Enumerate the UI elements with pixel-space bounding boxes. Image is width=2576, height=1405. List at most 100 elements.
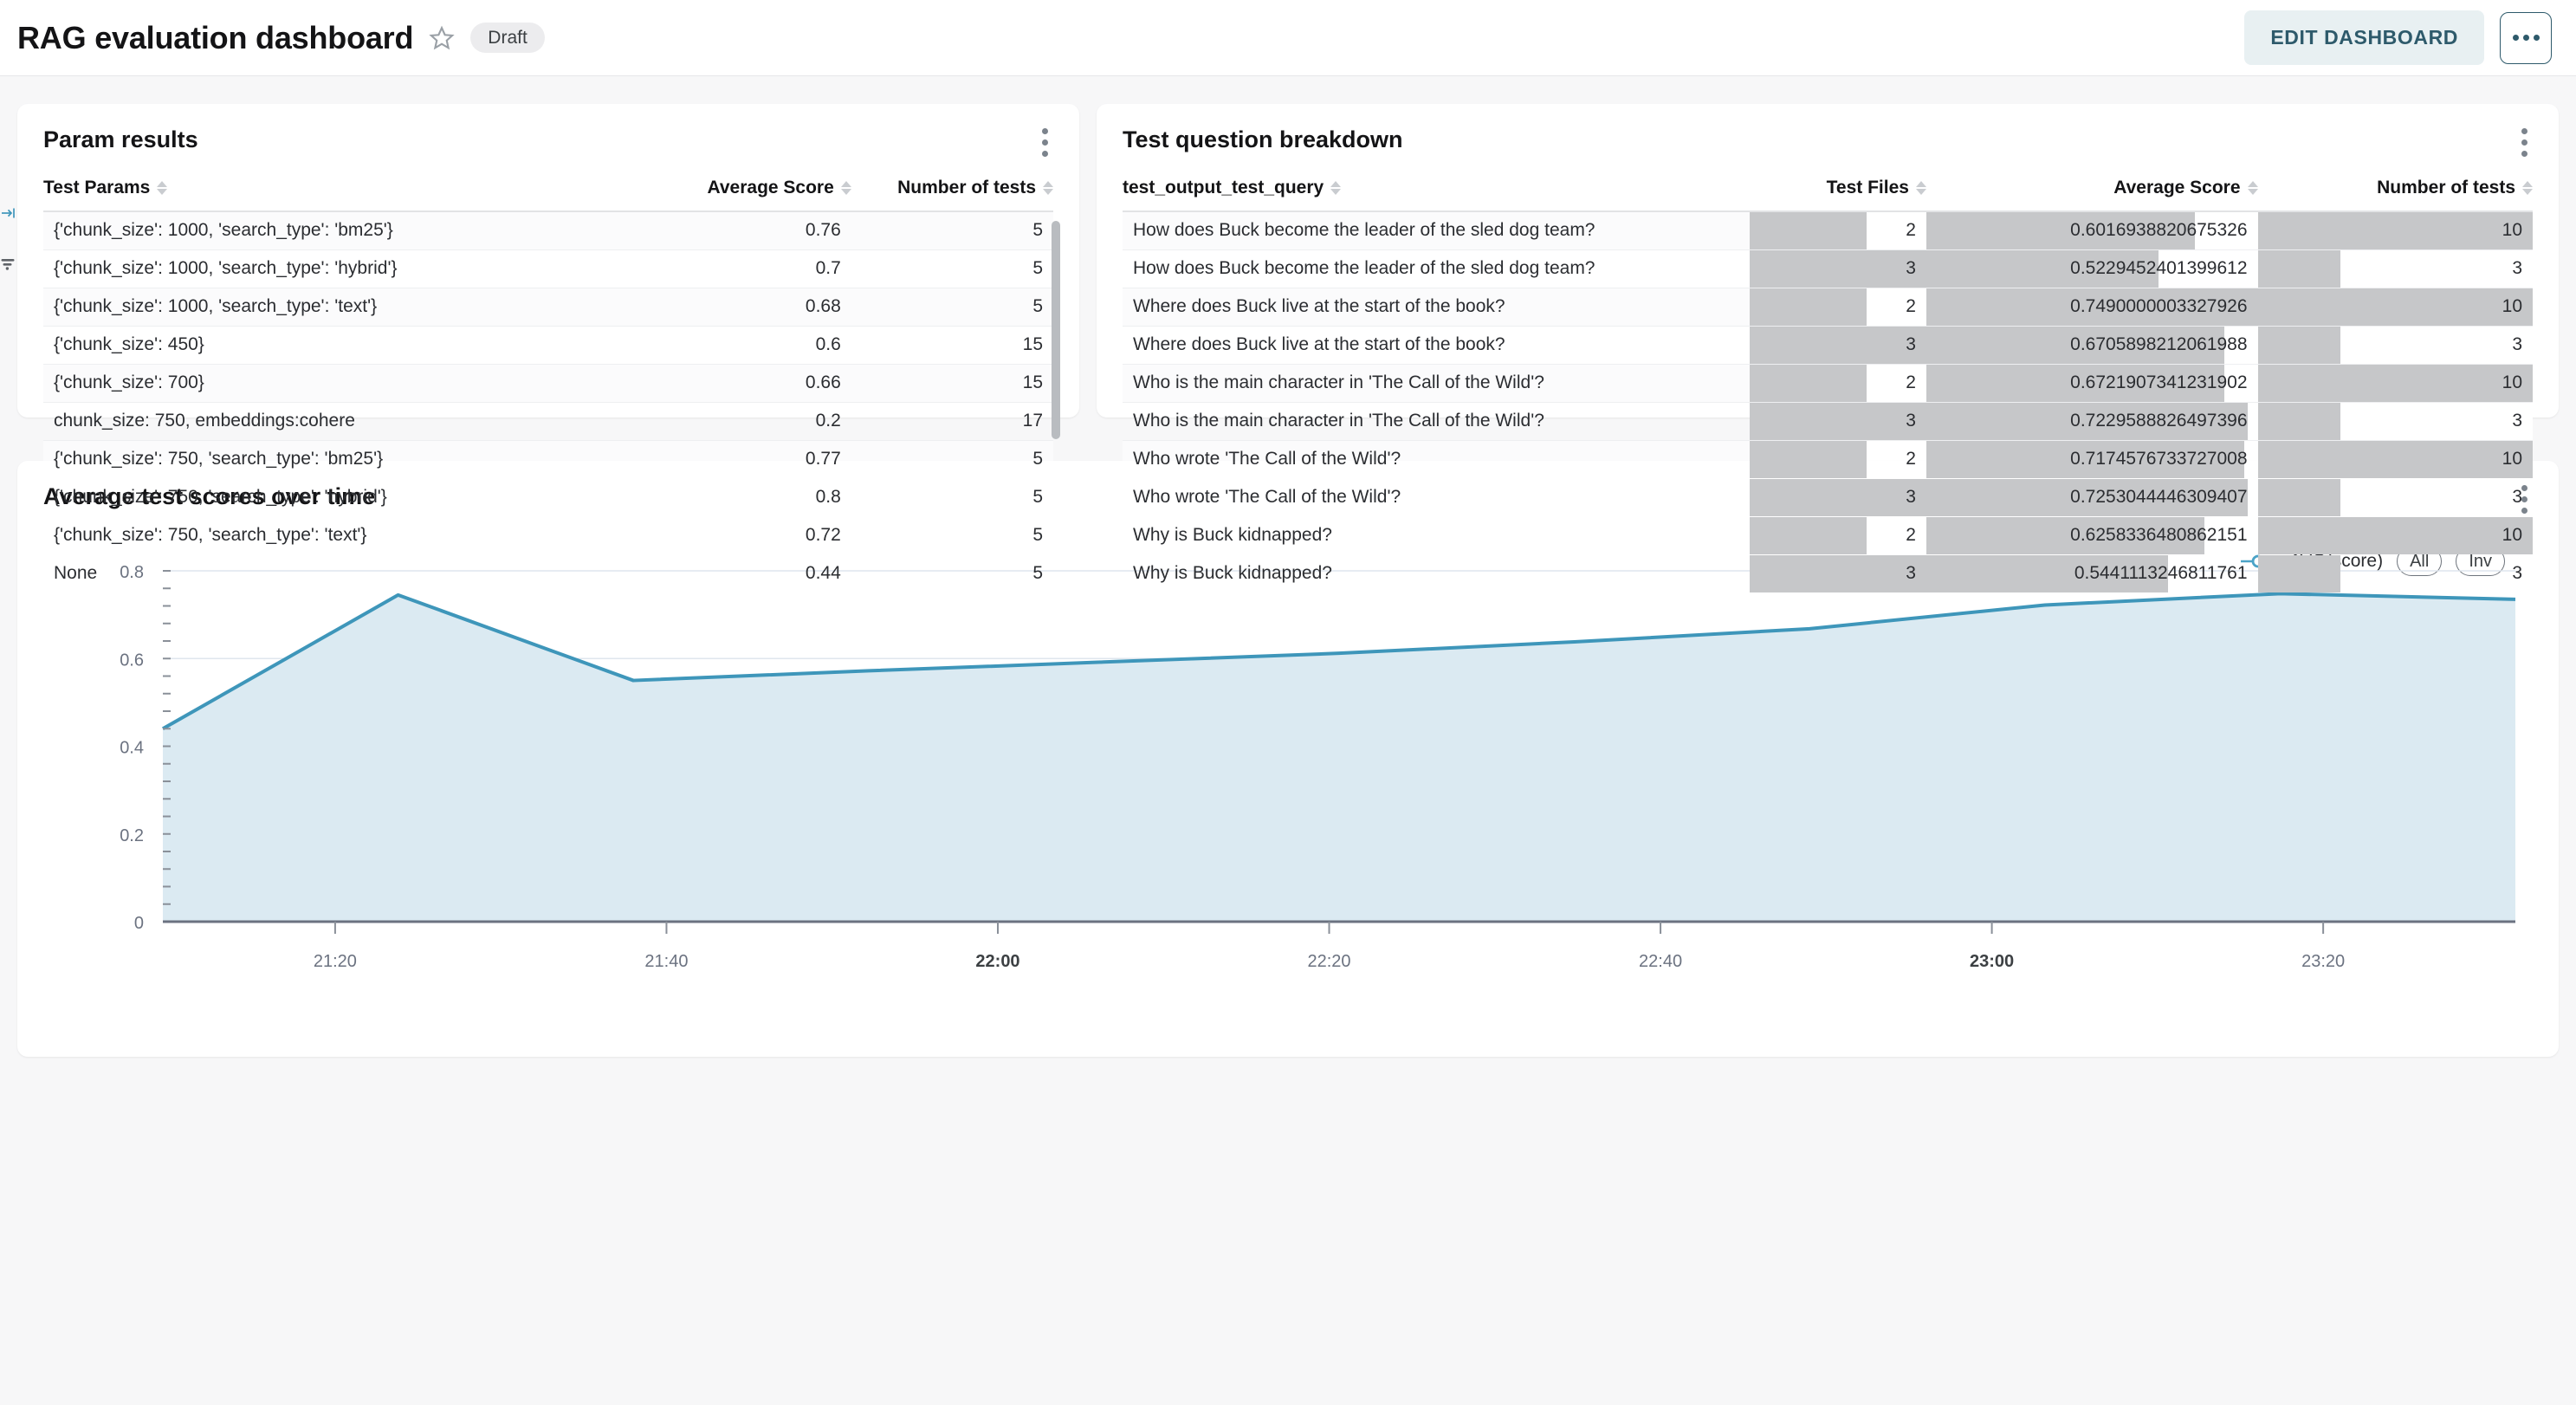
- chart-area-fill: [163, 593, 2515, 922]
- table-row[interactable]: {'chunk_size': 1000, 'search_type': 'bm2…: [43, 211, 1053, 250]
- table-row[interactable]: Where does Buck live at the start of the…: [1123, 326, 2533, 365]
- column-label: test_output_test_query: [1123, 178, 1324, 197]
- chart-svg: 0 0.2 0.4 0.6 0.8 21:20 21:40 22:00 22:20 22:40 23…: [120, 563, 2516, 971]
- top-bar: RAG evaluation dashboard Draft EDIT DASH…: [0, 0, 2576, 76]
- cell-average-score: 0.6016938820675326: [1926, 211, 2258, 250]
- test-question-breakdown-menu-button[interactable]: [2512, 126, 2536, 158]
- sort-icon: [1043, 181, 1053, 195]
- param-results-scrollbar[interactable]: [1052, 221, 1060, 439]
- cell-number-of-tests: 5: [851, 288, 1053, 327]
- average-test-scores-menu-button[interactable]: [2512, 483, 2536, 515]
- cell-average-score: 0.66: [629, 364, 851, 403]
- table-row[interactable]: How does Buck become the leader of the s…: [1123, 249, 2533, 288]
- cell-number-of-tests: 10: [2257, 364, 2533, 403]
- param-results-menu-button[interactable]: [1032, 126, 1057, 158]
- x-tick-label: 22:40: [1639, 952, 1682, 971]
- column-header-number-of-tests[interactable]: Number of tests: [2257, 169, 2533, 212]
- cell-number-of-tests: 15: [851, 326, 1053, 365]
- kebab-dot: [1041, 127, 1048, 134]
- sort-icon: [2522, 181, 2533, 195]
- expand-panel-arrow-icon[interactable]: [0, 204, 17, 222]
- x-tick-label: 21:20: [314, 952, 357, 971]
- column-header-average-score[interactable]: Average Score: [1926, 169, 2258, 212]
- cell-test-files: 2: [1750, 211, 1926, 250]
- cell-average-score: 0.2: [629, 402, 851, 441]
- cell-number-of-tests: 5: [851, 249, 1053, 288]
- column-header-test-files[interactable]: Test Files: [1750, 169, 1926, 212]
- chart-plot-area: AVG(score) All Inv 00.20.40.60.821:2021:…: [17, 510, 2559, 1030]
- table-row[interactable]: {'chunk_size': 1000, 'search_type': 'tex…: [43, 288, 1053, 327]
- table-row[interactable]: Where does Buck live at the start of the…: [1123, 288, 2533, 327]
- kebab-dot: [2521, 139, 2527, 146]
- column-header-average-score[interactable]: Average Score: [629, 169, 851, 212]
- table-row[interactable]: How does Buck become the leader of the s…: [1123, 211, 2533, 250]
- cell-test-query: How does Buck become the leader of the s…: [1123, 211, 1751, 250]
- param-results-table: Test Params Average Score: [43, 169, 1053, 593]
- kebab-dot: [2521, 484, 2527, 491]
- cell-test-params: {'chunk_size': 1000, 'search_type': 'bm2…: [43, 211, 630, 250]
- edit-dashboard-button[interactable]: EDIT DASHBOARD: [2244, 10, 2484, 65]
- filter-funnel-icon[interactable]: [0, 256, 17, 272]
- cell-average-score: 0.7229588826497396: [1926, 402, 2258, 441]
- table-row[interactable]: {'chunk_size': 450} 0.6 15: [43, 326, 1053, 365]
- cell-test-query: Who is the main character in 'The Call o…: [1123, 402, 1751, 441]
- cell-average-score: 0.68: [629, 288, 851, 327]
- column-header-test-params[interactable]: Test Params: [43, 169, 630, 212]
- cell-number-of-tests: 10: [2257, 440, 2533, 479]
- kebab-dot: [2521, 495, 2527, 502]
- star-outline-icon[interactable]: [429, 25, 455, 51]
- param-results-body: {'chunk_size': 1000, 'search_type': 'bm2…: [43, 211, 1053, 593]
- cell-number-of-tests: 3: [2257, 249, 2533, 288]
- column-label: Average Score: [707, 178, 834, 197]
- cell-test-files: 3: [1750, 326, 1926, 365]
- kebab-dot: [2521, 150, 2527, 157]
- cell-number-of-tests: 3: [2257, 402, 2533, 441]
- cell-average-score: 0.5229452401399612: [1926, 249, 2258, 288]
- more-options-button[interactable]: [2500, 11, 2552, 64]
- table-row[interactable]: {'chunk_size': 1000, 'search_type': 'hyb…: [43, 249, 1053, 288]
- x-tick-label: 21:40: [644, 952, 688, 971]
- cell-test-params: {'chunk_size': 700}: [43, 364, 630, 403]
- cell-test-params: {'chunk_size': 1000, 'search_type': 'tex…: [43, 288, 630, 327]
- table-row[interactable]: {'chunk_size': 700} 0.66 15: [43, 364, 1053, 403]
- column-label: Number of tests: [897, 178, 1036, 197]
- sort-icon: [1330, 181, 1342, 195]
- cell-number-of-tests: 10: [2257, 211, 2533, 250]
- x-tick-label: 23:20: [2301, 952, 2345, 971]
- param-results-title: Param results: [43, 126, 198, 152]
- cell-test-params: {'chunk_size': 1000, 'search_type': 'hyb…: [43, 249, 630, 288]
- column-header-test-query[interactable]: test_output_test_query: [1123, 169, 1751, 212]
- table-row[interactable]: Who is the main character in 'The Call o…: [1123, 402, 2533, 441]
- ellipsis-dot: [2533, 35, 2540, 41]
- cell-average-score: 0.7490000003327926: [1926, 288, 2258, 327]
- y-tick-label: 0.2: [120, 826, 144, 845]
- chart-line: [162, 592, 2516, 730]
- cell-test-params: {'chunk_size': 450}: [43, 326, 630, 365]
- cell-test-files: 3: [1750, 402, 1926, 441]
- cell-test-files: 3: [1750, 478, 1926, 517]
- status-badge: Draft: [470, 23, 545, 53]
- cell-test-files: 2: [1750, 364, 1926, 403]
- sort-icon: [1915, 181, 1926, 195]
- cell-test-files: 3: [1750, 249, 1926, 288]
- table-row[interactable]: Who is the main character in 'The Call o…: [1123, 364, 2533, 403]
- left-rail: [0, 152, 17, 1405]
- test-question-breakdown-body: How does Buck become the leader of the s…: [1123, 211, 2533, 593]
- page-title: RAG evaluation dashboard: [17, 19, 414, 55]
- top-bar-actions: EDIT DASHBOARD: [2244, 10, 2552, 65]
- test-question-breakdown-title: Test question breakdown: [1123, 126, 1403, 152]
- cell-test-files: 2: [1750, 288, 1926, 327]
- y-tick-label: 0.4: [120, 739, 144, 758]
- cell-average-score: 0.7: [629, 249, 851, 288]
- sort-icon: [2247, 181, 2258, 195]
- column-label: Number of tests: [2377, 178, 2515, 197]
- table-row[interactable]: chunk_size: 750, embeddings:cohere 0.2 17: [43, 402, 1053, 441]
- table-header-row: test_output_test_query Test Files: [1123, 169, 2533, 212]
- sort-icon: [157, 181, 168, 195]
- cell-average-score: 0.7253044446309407: [1926, 478, 2258, 517]
- y-tick-label: 0: [134, 914, 144, 933]
- cell-test-query: Who is the main character in 'The Call o…: [1123, 364, 1751, 403]
- column-header-number-of-tests[interactable]: Number of tests: [851, 169, 1053, 212]
- ellipsis-dot: [2512, 35, 2519, 41]
- column-label: Test Params: [43, 178, 151, 197]
